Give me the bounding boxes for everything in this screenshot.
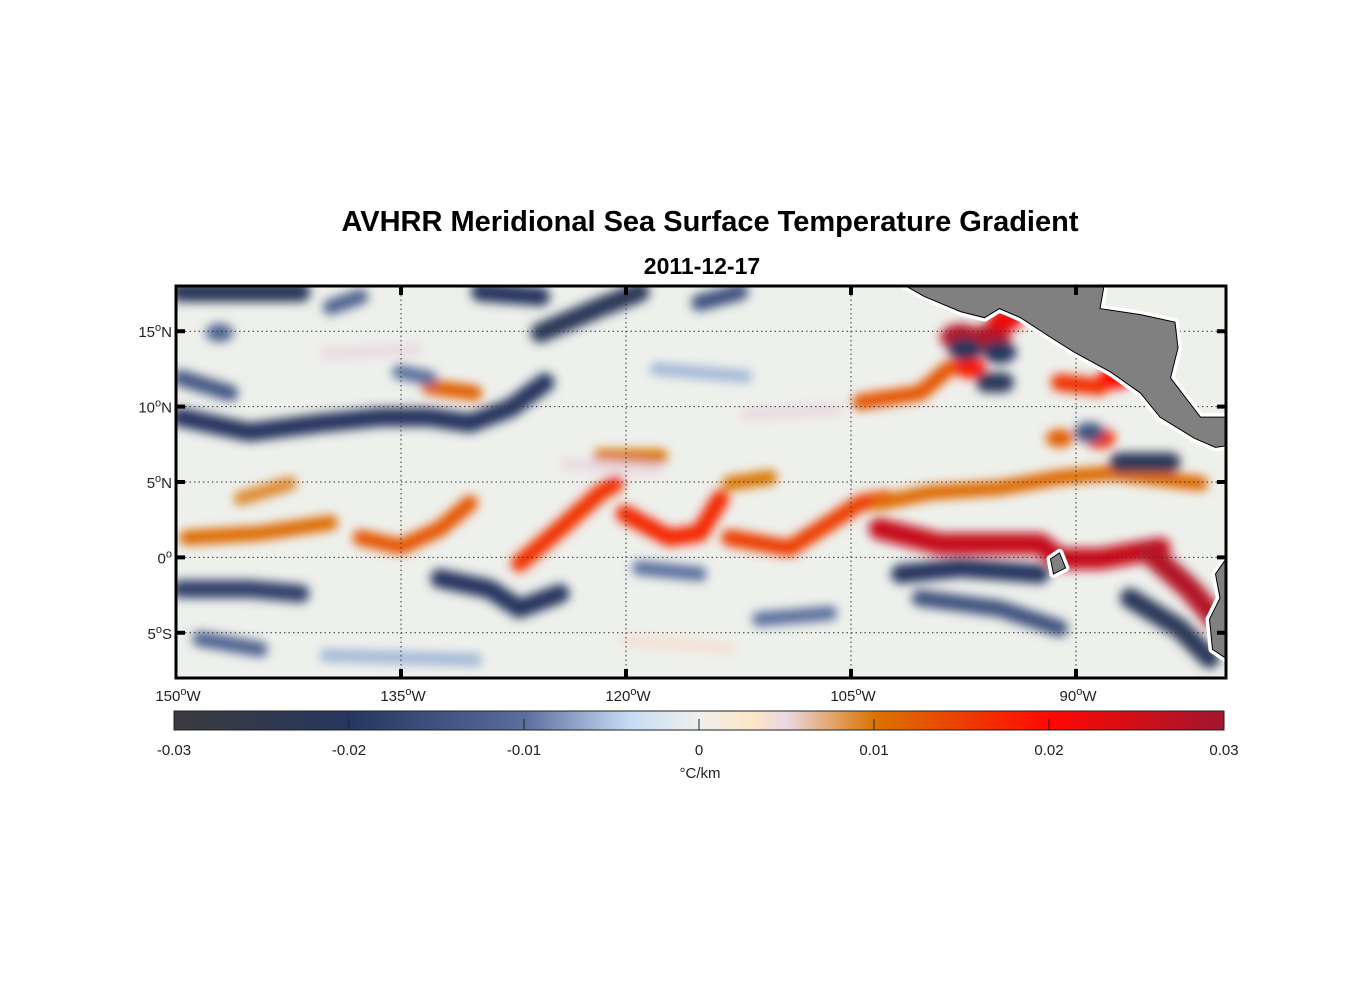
gradient-streak xyxy=(352,495,478,555)
gradient-streak xyxy=(319,649,483,667)
gradient-blob xyxy=(205,323,234,342)
chart-title: AVHRR Meridional Sea Surface Temperature… xyxy=(341,206,1079,238)
gradient-streak xyxy=(868,517,1171,570)
x-tick-label: 90oW xyxy=(1060,686,1098,705)
colorbar-tick-label: 0.03 xyxy=(1209,742,1238,759)
gradient-streak xyxy=(319,343,423,360)
gradient-blob xyxy=(947,337,983,361)
gradient-streak xyxy=(471,286,550,307)
gradient-blob xyxy=(953,356,986,379)
gradient-streak xyxy=(615,489,730,547)
colorbar: -0.03 -0.02 -0.01 0 0.01 0.02 0.03 xyxy=(157,710,1239,759)
gradient-blob xyxy=(1074,422,1105,443)
gradient-streak xyxy=(721,490,894,557)
gradient-streak xyxy=(911,589,1068,637)
gradient-streak xyxy=(649,362,753,383)
colorbar-tick-label: 0 xyxy=(695,742,703,759)
y-tick-label: 0o xyxy=(158,548,172,567)
y-tick-label: 5oN xyxy=(147,473,172,492)
gradient-streak xyxy=(739,403,843,421)
colorbar-tick-label: 0.01 xyxy=(859,742,888,759)
gradient-streak xyxy=(176,579,310,603)
land-polygon xyxy=(904,286,1226,448)
colorbar-tick-label: -0.02 xyxy=(332,742,366,759)
colorbar-tick-label: 0.02 xyxy=(1034,742,1063,759)
colorbar-label: °C/km xyxy=(680,765,721,782)
y-tick-label: 15oN xyxy=(138,322,172,341)
gradient-streak xyxy=(233,476,298,506)
gradient-blob xyxy=(982,340,1017,364)
gradient-streak xyxy=(510,474,625,573)
gradient-streak xyxy=(872,465,1208,511)
gradient-streak xyxy=(1138,541,1226,631)
chart-subtitle: 2011-12-17 xyxy=(643,253,761,279)
gradient-streak xyxy=(392,364,437,386)
gradient-streak xyxy=(891,558,1050,584)
axis-ticks: 150oW 135oW 120oW 105oW 90oW 15oN 10oN 5oN 0o 5oS xyxy=(138,286,1226,705)
gradient-streak xyxy=(179,515,338,546)
gradient-streak xyxy=(752,605,838,627)
gradient-streak xyxy=(722,470,778,491)
x-tick-label: 105oW xyxy=(830,686,876,705)
gradient-streak xyxy=(559,457,663,477)
x-tick-label: 150oW xyxy=(155,686,201,705)
gradient-streak xyxy=(176,372,555,442)
land-polygon xyxy=(1049,552,1067,575)
gradient-streak xyxy=(421,379,483,401)
gradient-blob xyxy=(1045,429,1074,448)
gradient-streak xyxy=(691,286,749,311)
y-tick-label: 10oN xyxy=(138,398,172,417)
gradient-streak xyxy=(632,560,707,582)
gradient-streak xyxy=(176,369,239,402)
gradient-streak xyxy=(1050,373,1109,396)
colorbar-tick-label: -0.03 xyxy=(157,742,191,759)
gradient-streak xyxy=(322,288,369,315)
gradient-streak xyxy=(430,568,570,619)
x-tick-label: 120oW xyxy=(605,686,651,705)
gradient-streak xyxy=(192,631,268,658)
gradient-streak xyxy=(852,359,958,411)
gradient-streak xyxy=(1120,588,1220,669)
gradient-streak xyxy=(530,286,650,343)
land-mask xyxy=(897,286,1226,663)
gradient-streak xyxy=(620,634,737,654)
x-tick-label: 135oW xyxy=(380,686,426,705)
colorbar-tick-label: -0.01 xyxy=(507,742,541,759)
y-tick-label: 5oS xyxy=(148,624,172,643)
